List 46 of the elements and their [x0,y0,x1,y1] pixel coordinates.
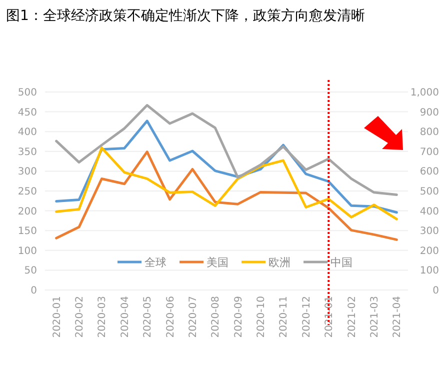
y-tick-label: 450 [18,107,37,118]
y-tick-label: 100 [18,246,37,257]
x-tick-label: 2020-10 [256,296,268,338]
y2-tick-label: 100 [420,266,439,277]
x-tick-label: 2020-12 [301,296,312,338]
legend-label: 中国 [330,256,352,269]
y2-tick-label: 1,000 [410,88,439,98]
y-tick-label: 400 [18,127,37,138]
line-series [55,104,398,196]
y-tick-label: 0 [30,286,37,296]
y-tick-label: 250 [18,186,37,198]
chart-title: 图1：全球经济政策不确定性渐次下降，政策方向愈发清晰 [6,8,365,24]
x-tick-label: 2021-01 [324,296,336,338]
y-tick-label: 500 [18,88,37,98]
legend-label: 全球 [144,256,166,269]
legend-label: 欧洲 [268,256,290,269]
y-tick-label: 50 [24,266,37,277]
x-tick-label: 2020-07 [188,296,199,338]
line-series [55,146,398,220]
x-tick-label: 2020-02 [74,296,86,338]
y2-tick-label: 300 [420,226,439,238]
x-tick-label: 2020-11 [278,296,290,338]
y2-tick-label: 900 [420,107,439,118]
legend-label: 美国 [206,256,228,269]
x-tick-label: 2020-06 [165,296,176,338]
y-tick-label: 300 [18,166,37,178]
y2-tick-label: 0 [432,286,439,296]
y-tick-label: 200 [18,206,37,218]
y2-tick-label: 700 [420,146,439,158]
x-tick-label: 2020-05 [142,296,154,338]
y2-tick-label: 400 [420,206,439,218]
y2-tick-label: 600 [420,166,439,178]
y2-tick-label: 200 [420,246,439,257]
x-tick-label: 2021-04 [392,296,404,338]
x-tick-label: 2020-01 [52,296,63,338]
y2-tick-label: 800 [420,127,439,138]
x-tick-label: 2021-03 [369,296,380,338]
x-tick-label: 2020-09 [233,296,244,338]
x-tick-label: 2021-02 [346,296,358,338]
x-tick-label: 2020-04 [120,296,131,338]
y2-tick-label: 500 [420,186,439,198]
x-tick-label: 2020-08 [210,296,222,338]
y-tick-label: 350 [18,146,37,158]
x-tick-label: 2020-03 [97,296,108,338]
line-series [55,150,398,241]
y-tick-label: 150 [18,226,37,238]
